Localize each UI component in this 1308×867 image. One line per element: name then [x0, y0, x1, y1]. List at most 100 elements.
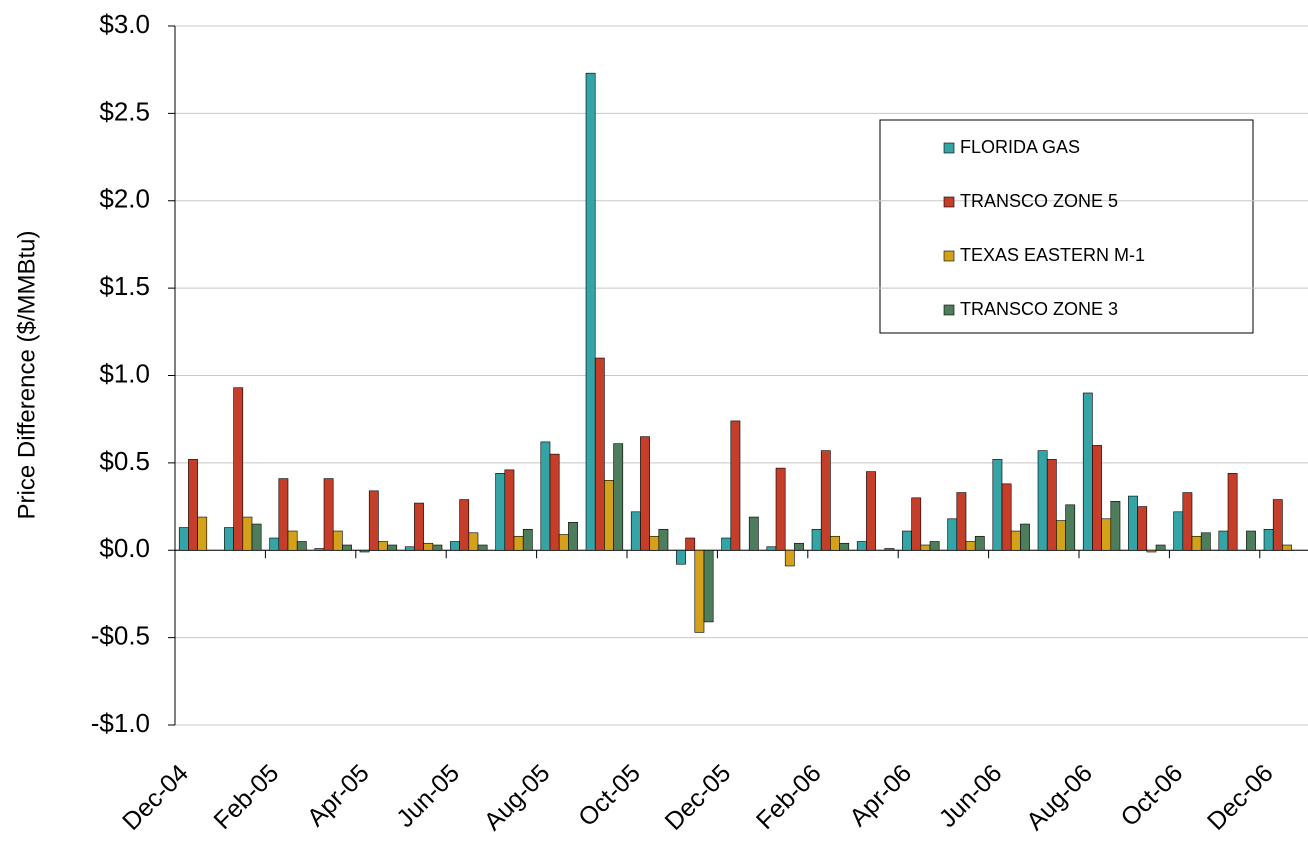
bar — [242, 516, 253, 551]
bar — [1001, 483, 1012, 551]
bar — [1128, 495, 1138, 551]
bar — [1010, 530, 1021, 551]
bar — [1065, 504, 1076, 551]
bar — [1155, 544, 1166, 551]
bar — [1200, 532, 1211, 551]
bar — [450, 541, 460, 551]
bar — [513, 535, 524, 551]
bar — [404, 546, 415, 551]
legend-label: TEXAS EASTERN M-1 — [960, 245, 1145, 265]
x-tick-label: Jun-06 — [934, 759, 1008, 833]
x-tick-label: Dec-04 — [117, 759, 194, 836]
x-tick-label: Aug-05 — [479, 759, 556, 836]
bar — [359, 549, 370, 553]
bar — [188, 459, 198, 551]
bar — [332, 530, 343, 551]
x-tick-label: Dec-06 — [1202, 759, 1279, 836]
bar — [495, 473, 506, 551]
bar — [748, 516, 759, 551]
bar — [1092, 445, 1102, 551]
y-tick-label: $1.0 — [99, 358, 150, 388]
y-tick-label: $0.5 — [99, 446, 150, 476]
x-tick-label: Aug-06 — [1021, 759, 1098, 836]
bar — [1272, 499, 1283, 551]
bar — [414, 502, 424, 551]
bar — [558, 534, 569, 551]
bar — [1146, 549, 1157, 553]
bar — [1282, 544, 1292, 551]
legend-swatch — [943, 250, 955, 262]
bar — [992, 459, 1003, 551]
y-axis-label: Price Difference ($/MMBtu) — [13, 231, 40, 520]
bar — [468, 532, 479, 551]
bar — [1263, 528, 1274, 551]
bar — [649, 535, 660, 551]
y-tick-label: $2.0 — [99, 184, 150, 214]
bar — [947, 518, 958, 551]
legend-label: FLORIDA GAS — [960, 137, 1080, 157]
bar — [658, 528, 669, 551]
bar — [766, 546, 777, 551]
legend-swatch — [943, 142, 955, 154]
bar — [504, 469, 515, 551]
bar — [1227, 473, 1238, 551]
bar — [477, 544, 488, 551]
x-tick-label: Apr-06 — [844, 759, 917, 832]
bar — [1246, 530, 1256, 551]
x-tick-label: Jun-05 — [391, 759, 465, 833]
legend-label: TRANSCO ZONE 5 — [960, 191, 1118, 211]
bar — [197, 516, 208, 551]
bar — [884, 548, 895, 551]
bar — [568, 521, 578, 551]
bar — [920, 544, 931, 551]
bar — [314, 548, 325, 551]
bar — [911, 497, 922, 551]
bar — [296, 541, 307, 551]
bar — [1101, 518, 1112, 551]
bar — [368, 490, 379, 551]
bar — [233, 387, 244, 551]
bar — [902, 530, 912, 551]
bar — [811, 528, 822, 551]
bar — [630, 511, 641, 551]
bar — [685, 537, 696, 551]
bar — [1191, 535, 1202, 551]
legend-swatch — [943, 196, 955, 208]
bar — [278, 478, 289, 551]
x-tick-label: Feb-06 — [751, 759, 827, 835]
x-tick-label: Dec-05 — [660, 759, 737, 836]
bar — [1037, 450, 1048, 551]
bar — [549, 453, 560, 551]
bar — [1082, 392, 1093, 551]
bar — [956, 492, 967, 551]
bar — [974, 535, 985, 551]
y-tick-label: $0.0 — [99, 533, 150, 563]
bar — [269, 537, 280, 551]
bar — [676, 549, 686, 565]
legend-box — [879, 119, 1254, 334]
bar — [839, 542, 850, 551]
bar — [594, 357, 605, 551]
y-tick-label: -$1.0 — [91, 708, 150, 738]
y-tick-label: $2.5 — [99, 96, 150, 126]
bar — [1182, 492, 1193, 551]
y-tick-label: $3.0 — [99, 9, 150, 39]
bar — [784, 549, 795, 567]
bar — [1218, 530, 1229, 551]
bar — [775, 467, 786, 551]
bar — [929, 541, 940, 551]
bar — [866, 471, 876, 551]
bar — [730, 420, 741, 551]
bar — [703, 549, 714, 623]
bar — [965, 541, 976, 551]
bar — [287, 530, 298, 551]
bar — [540, 441, 551, 551]
bar — [378, 541, 388, 551]
bar — [1173, 511, 1184, 551]
x-tick-label: Apr-05 — [302, 759, 375, 832]
y-tick-label: -$0.5 — [91, 621, 150, 651]
bar — [1020, 523, 1030, 551]
bar — [856, 541, 867, 551]
bar — [323, 478, 334, 551]
